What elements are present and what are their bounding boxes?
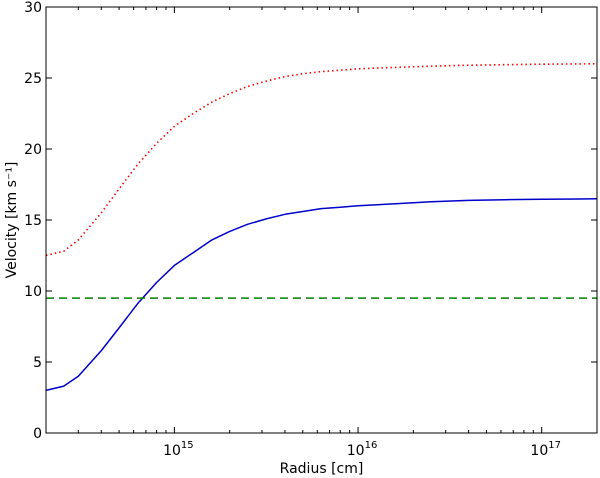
series-line-2 [45,63,598,257]
y-tick-label: 20 [24,142,42,158]
y-tick-label: 30 [24,0,42,16]
y-tick-label: 10 [24,284,42,300]
x-tick-label: 1016 [347,440,378,459]
x-tick-label: 1017 [530,440,561,459]
y-tick-label: 0 [33,426,42,442]
y-tick-label: 25 [24,71,42,87]
series-line-1 [45,197,598,392]
y-axis-label: Velocity [km s⁻¹] [4,162,20,279]
y-tick-label: 5 [33,355,42,371]
series-layer [45,63,598,392]
plot-frame [45,6,598,434]
x-axis-label: Radius [cm] [280,461,364,477]
y-tick-label: 15 [24,213,42,229]
x-tick-label: 1015 [163,440,194,459]
